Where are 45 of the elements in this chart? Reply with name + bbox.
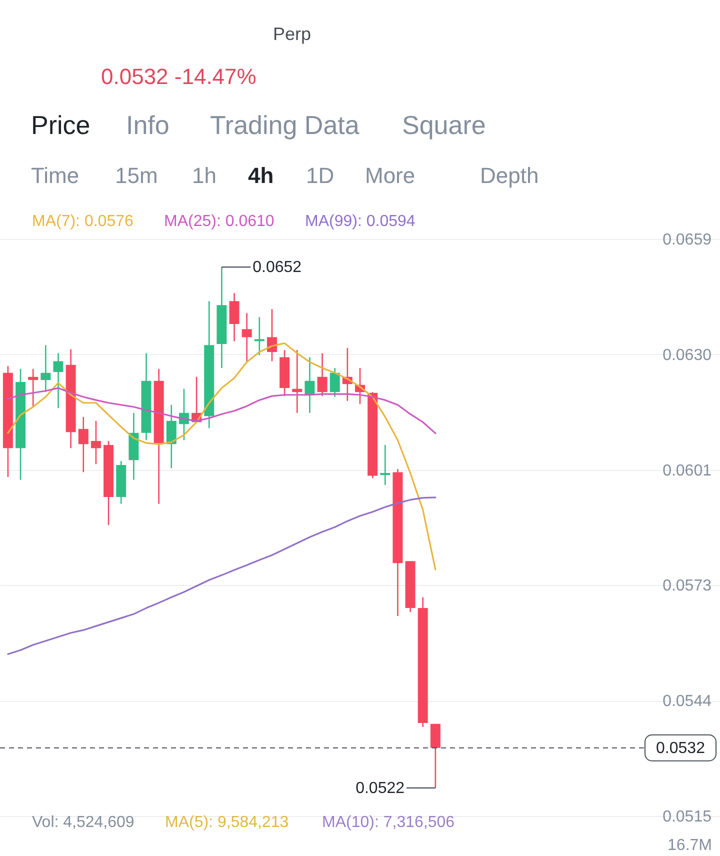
line-series xyxy=(7,496,436,655)
text: MA(25): 0.0610 xyxy=(164,213,274,230)
y-tick-label: 0.0544 xyxy=(662,693,712,710)
candlestick xyxy=(266,308,277,362)
candlestick xyxy=(166,404,176,469)
candlestick xyxy=(53,352,64,409)
candlestick xyxy=(380,444,390,486)
text: MA(99): 0.0594 xyxy=(305,213,416,230)
candlestick xyxy=(40,344,51,393)
candlestick xyxy=(292,349,302,414)
text: Price xyxy=(31,110,90,140)
text: MA(7): 0.0576 xyxy=(32,213,134,230)
candlestick xyxy=(317,352,328,397)
candlestick xyxy=(90,420,101,465)
text: More xyxy=(365,163,416,188)
y-tick-label: 0.0515 xyxy=(662,808,712,826)
text: Time xyxy=(31,163,80,188)
y-tick-label: 0.0630 xyxy=(662,346,712,364)
text: Trading Data xyxy=(210,110,360,140)
annotation: Vol: 4,524,609 xyxy=(32,814,134,831)
text: 1h xyxy=(192,163,216,188)
annotation: MA(5): 9,584,213 xyxy=(165,814,289,831)
candlestick xyxy=(229,292,240,342)
y-tick-label: 0.0659 xyxy=(662,232,712,248)
candlestick xyxy=(242,312,252,362)
text: 15m xyxy=(115,163,158,188)
annotation: 0.0522 xyxy=(356,780,405,797)
candlestick xyxy=(78,416,88,473)
candlestick xyxy=(28,368,38,408)
text: Square xyxy=(402,110,486,140)
text: 1D xyxy=(306,163,334,188)
annotation: MA(10): 7,316,506 xyxy=(322,814,455,831)
candlestick xyxy=(330,367,340,398)
text: 0.0532 xyxy=(656,740,706,757)
candlestick xyxy=(304,356,315,414)
text: Perp xyxy=(273,24,312,44)
chart-subtitle: 0.0532 -14.47% xyxy=(101,64,256,89)
text: 4h xyxy=(248,163,274,188)
y-tick-label: 0.0573 xyxy=(662,578,712,595)
y-tick-label: 0.0601 xyxy=(662,462,712,480)
text: 16.7M xyxy=(668,837,712,854)
annotation: 0.0652 xyxy=(252,259,302,276)
text: Info xyxy=(126,110,170,140)
candlestick xyxy=(254,316,264,356)
text: Depth xyxy=(480,163,539,188)
